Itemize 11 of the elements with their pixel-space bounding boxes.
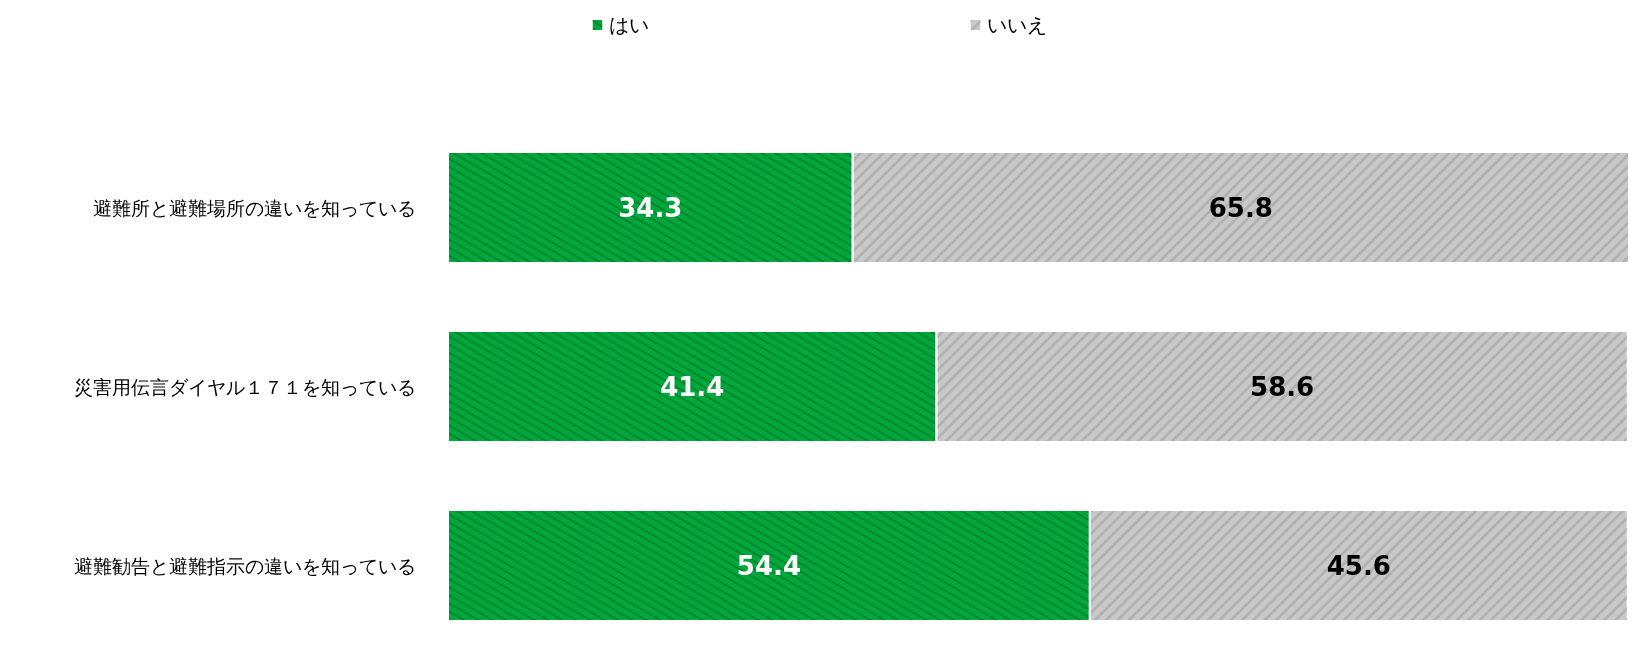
y-tick-label: 災害用伝言ダイヤル１７１を知っている <box>74 375 416 398</box>
data-label: 65.8 <box>1208 192 1273 223</box>
data-label: 34.3 <box>618 192 683 223</box>
legend-label: いいえ <box>986 13 1047 37</box>
legend-label: はい <box>608 13 649 37</box>
y-tick-label: 避難所と避難場所の違いを知っている <box>93 196 416 219</box>
data-label: 45.6 <box>1326 550 1391 581</box>
data-label: 58.6 <box>1250 371 1315 402</box>
data-label: 41.4 <box>660 371 725 402</box>
data-label: 54.4 <box>736 550 801 581</box>
y-tick-label: 避難勧告と避難指示の違いを知っている <box>74 554 416 577</box>
